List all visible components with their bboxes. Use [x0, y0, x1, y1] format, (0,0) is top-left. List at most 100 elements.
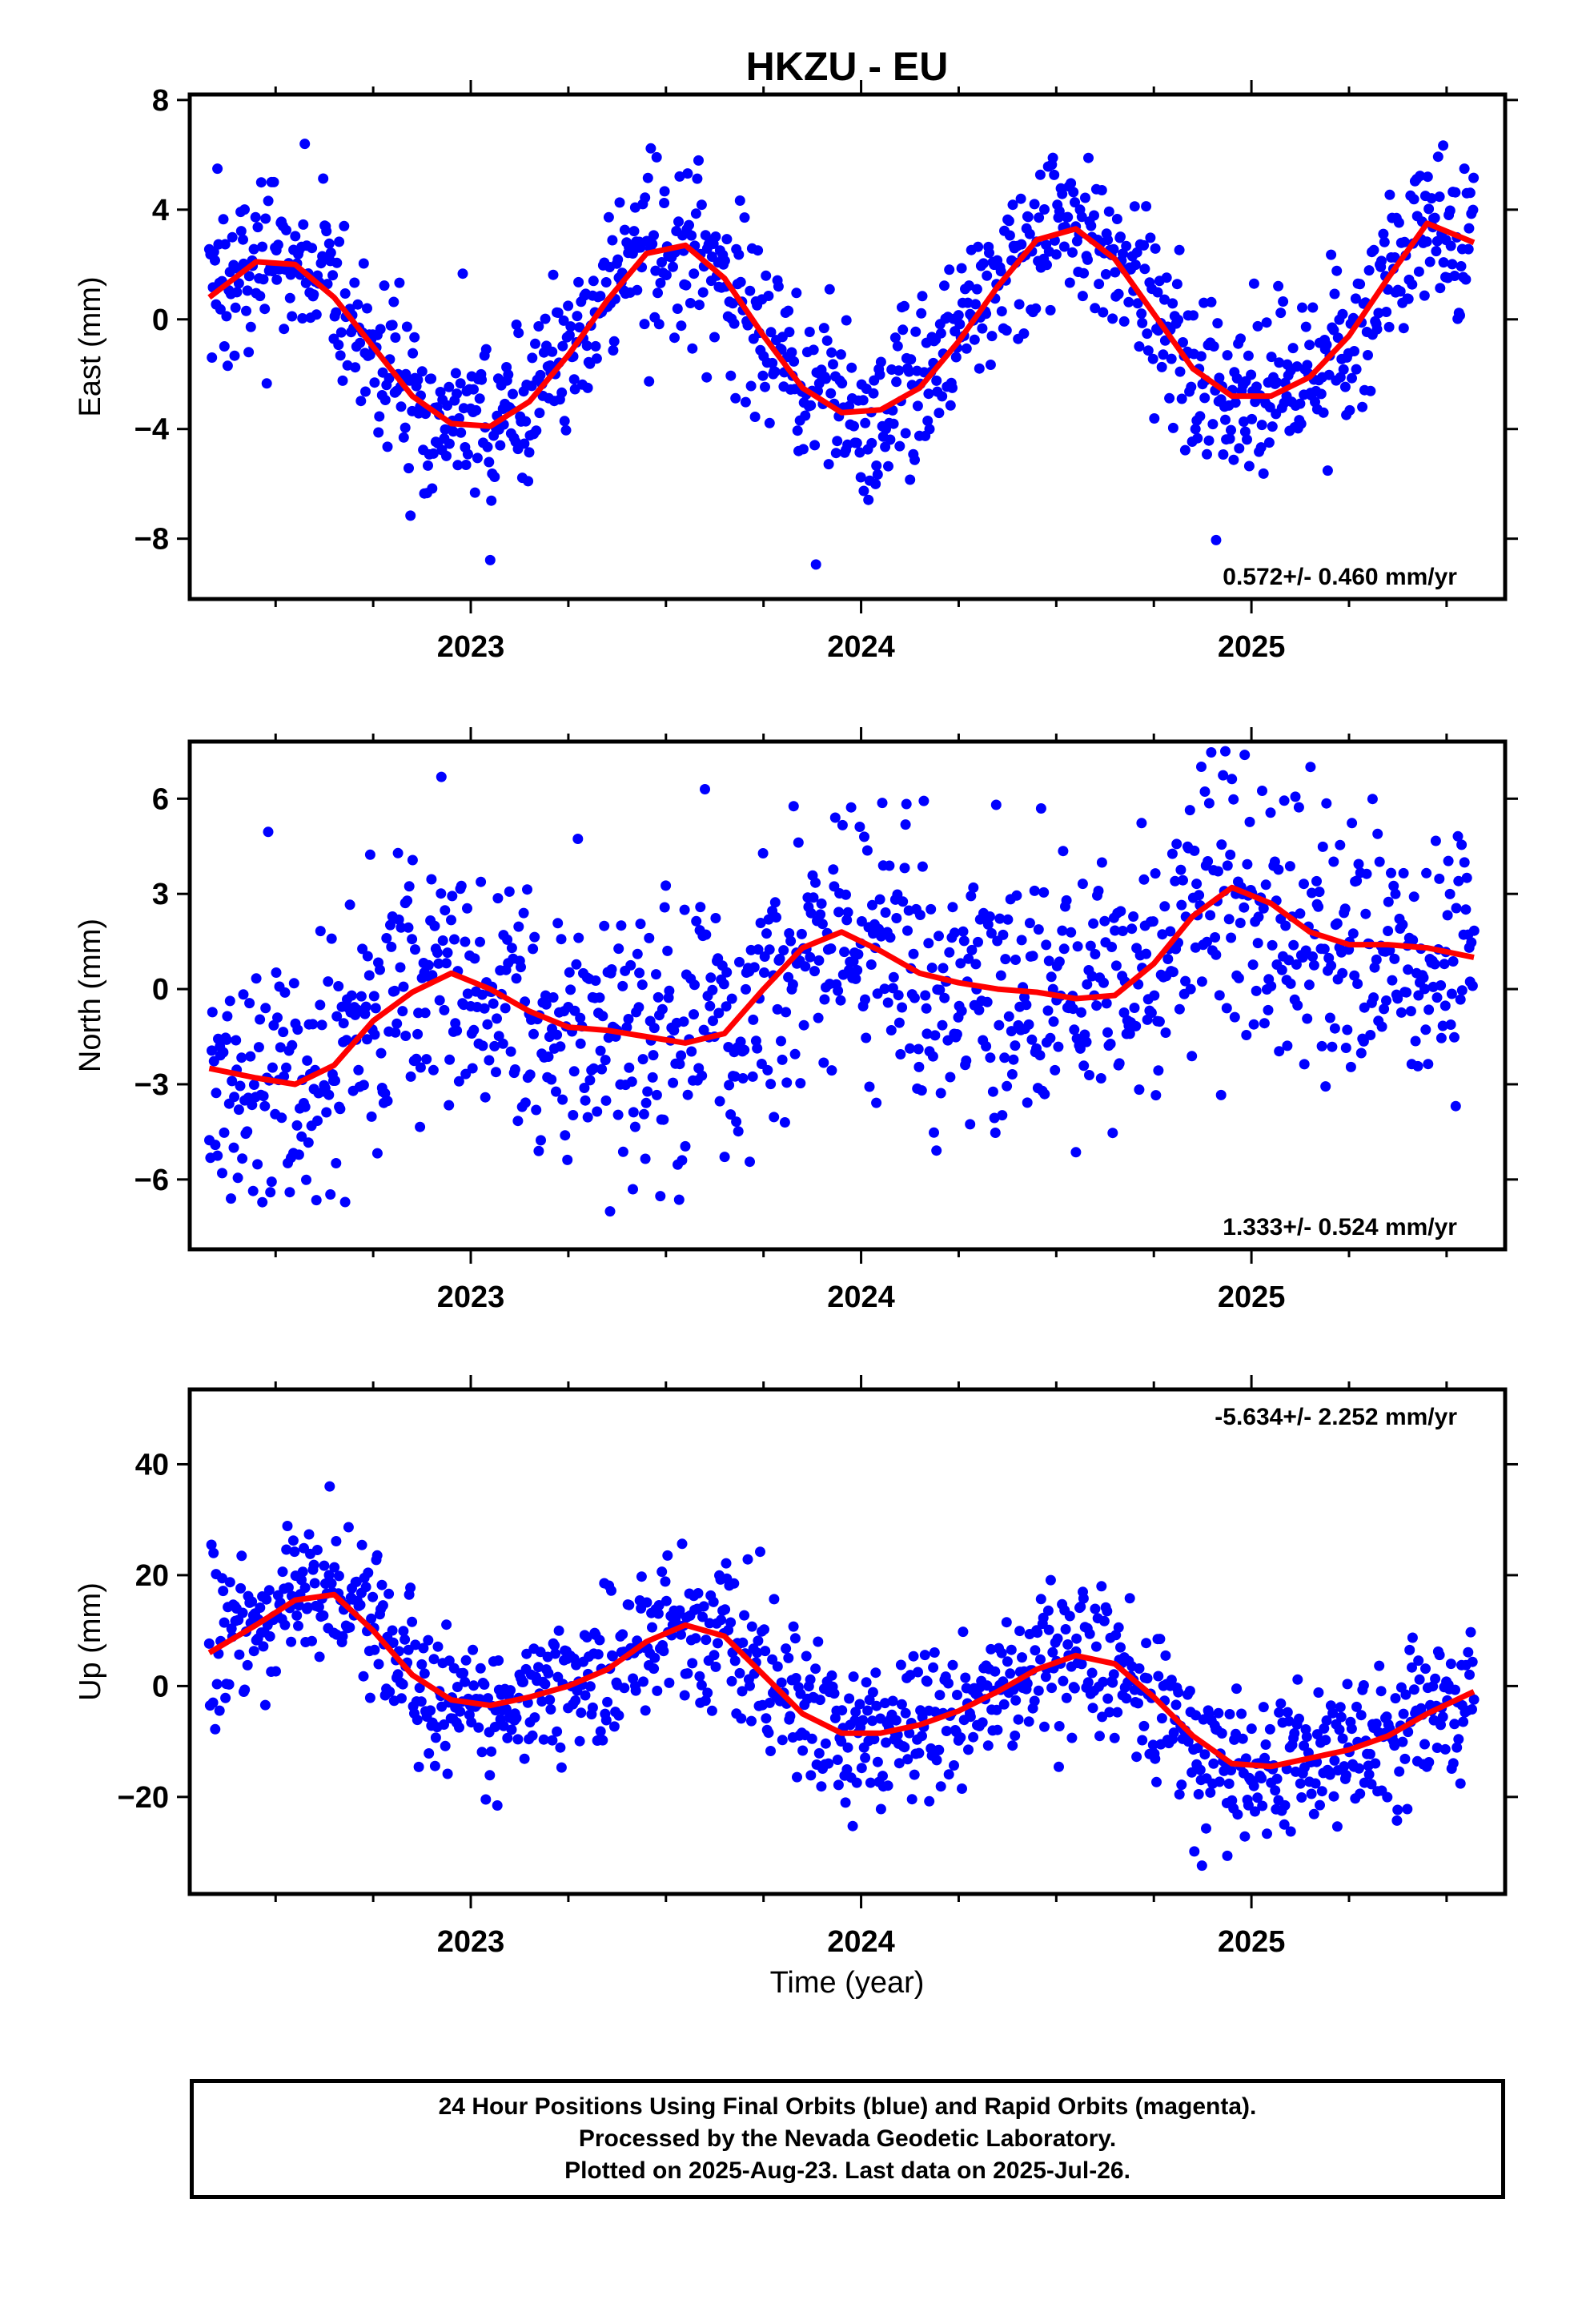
- data-point: [1058, 1675, 1069, 1687]
- data-point: [311, 1195, 322, 1206]
- data-point: [582, 1112, 593, 1123]
- data-point: [801, 1651, 812, 1662]
- data-point: [245, 1051, 256, 1062]
- data-point: [982, 996, 993, 1007]
- data-point: [284, 1187, 295, 1198]
- data-point: [1077, 291, 1088, 302]
- data-point: [1422, 171, 1433, 183]
- data-point: [1452, 1742, 1463, 1753]
- data-point: [863, 494, 874, 505]
- data-point: [344, 1622, 355, 1633]
- data-point: [1273, 864, 1284, 875]
- data-point: [1229, 1011, 1240, 1023]
- data-point: [279, 1619, 291, 1630]
- data-point: [874, 894, 885, 905]
- data-point: [460, 936, 471, 947]
- data-point: [1199, 1749, 1211, 1760]
- data-point: [403, 922, 414, 933]
- data-point: [353, 1064, 364, 1076]
- data-point: [1170, 1699, 1182, 1711]
- data-point: [356, 1539, 367, 1550]
- data-point: [248, 1080, 259, 1090]
- data-point: [1363, 350, 1373, 360]
- data-point: [987, 1086, 998, 1097]
- data-point: [355, 1599, 366, 1610]
- data-point: [944, 947, 955, 958]
- data-point: [823, 1758, 834, 1769]
- data-point: [1098, 1615, 1110, 1626]
- y-axis-label-up: Up (mm): [74, 1582, 107, 1701]
- data-point: [832, 1755, 843, 1765]
- data-point: [656, 1003, 668, 1015]
- data-point: [777, 1054, 788, 1065]
- data-point: [457, 268, 468, 279]
- data-point: [325, 247, 336, 259]
- data-point: [384, 1687, 396, 1697]
- data-point: [1141, 948, 1152, 959]
- data-point: [1456, 839, 1468, 850]
- data-point: [1206, 747, 1217, 758]
- data-point: [595, 1045, 606, 1056]
- data-point: [826, 1065, 837, 1076]
- data-point: [917, 291, 928, 302]
- data-point: [1439, 959, 1450, 970]
- data-point: [700, 1695, 711, 1707]
- data-point: [1174, 1789, 1185, 1800]
- data-point: [1453, 1734, 1464, 1745]
- data-point: [966, 891, 977, 902]
- data-point: [327, 270, 339, 281]
- data-point: [419, 1668, 430, 1679]
- data-point: [268, 1019, 279, 1031]
- data-point: [1243, 350, 1254, 361]
- data-point: [1046, 1683, 1058, 1694]
- data-point: [1033, 924, 1044, 935]
- data-point: [1228, 794, 1239, 805]
- data-point: [1008, 1054, 1019, 1065]
- data-point: [333, 340, 344, 351]
- data-point: [1415, 171, 1426, 182]
- data-point: [624, 1062, 635, 1073]
- data-point: [1067, 1003, 1078, 1015]
- data-point: [746, 1715, 757, 1727]
- data-point: [870, 478, 881, 489]
- data-point: [1328, 324, 1339, 336]
- data-point: [412, 1715, 423, 1726]
- fit-curve-up: [207, 1591, 1476, 1770]
- data-point: [958, 935, 970, 947]
- data-point: [1130, 1020, 1142, 1031]
- data-point: [329, 1562, 340, 1573]
- data-point: [271, 274, 283, 285]
- data-point: [926, 963, 938, 973]
- data-point: [1369, 962, 1380, 973]
- data-point: [1184, 1686, 1195, 1696]
- data-point: [1303, 979, 1315, 991]
- data-point: [1096, 857, 1107, 868]
- data-point: [440, 905, 451, 916]
- data-point: [318, 1610, 329, 1621]
- data-point: [625, 959, 636, 971]
- data-point: [1455, 994, 1466, 1005]
- data-point: [1195, 411, 1206, 422]
- data-point: [759, 967, 769, 978]
- data-point: [1006, 1069, 1018, 1080]
- data-point: [416, 1659, 428, 1670]
- data-point: [1098, 977, 1109, 988]
- data-point: [1014, 299, 1025, 310]
- data-point: [272, 1012, 283, 1023]
- data-point: [885, 434, 896, 445]
- data-point: [1295, 418, 1307, 429]
- data-point: [594, 1634, 605, 1646]
- data-point: [452, 1025, 463, 1036]
- data-point: [990, 799, 1002, 810]
- data-point: [1085, 940, 1096, 951]
- data-point: [934, 1744, 945, 1755]
- data-point: [504, 886, 515, 897]
- data-point: [1368, 992, 1379, 1003]
- data-point: [255, 1014, 266, 1025]
- data-point: [612, 1109, 624, 1120]
- data-point: [655, 1191, 666, 1202]
- data-point: [206, 1539, 217, 1550]
- data-point: [1206, 296, 1217, 308]
- data-point: [661, 1595, 672, 1606]
